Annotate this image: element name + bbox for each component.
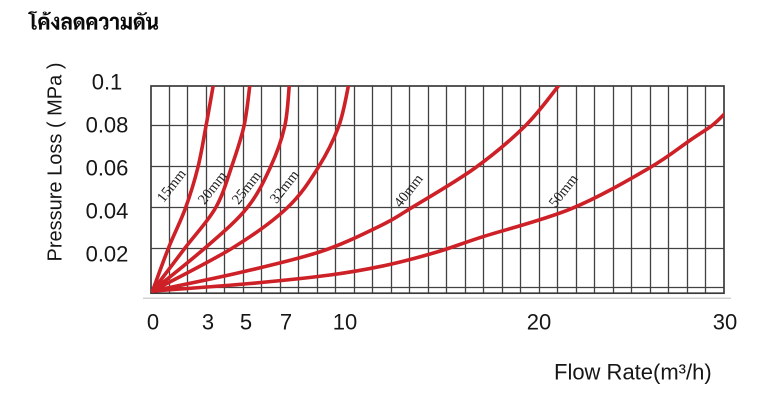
svg-text:7: 7 [280, 310, 292, 335]
svg-text:30: 30 [713, 310, 737, 335]
svg-text:3: 3 [202, 310, 214, 335]
svg-text:0.1: 0.1 [92, 70, 123, 95]
svg-text:0.04: 0.04 [86, 199, 129, 224]
svg-text:10: 10 [333, 310, 357, 335]
svg-text:0.08: 0.08 [86, 113, 129, 138]
svg-text:0.06: 0.06 [86, 156, 129, 181]
svg-text:20: 20 [527, 310, 551, 335]
svg-text:0.02: 0.02 [86, 242, 129, 267]
svg-text:0: 0 [147, 310, 159, 335]
svg-text:Pressure Loss ( MPa ): Pressure Loss ( MPa ) [45, 63, 67, 262]
svg-text:5: 5 [240, 310, 252, 335]
svg-text:Flow Rate(m³/h): Flow Rate(m³/h) [554, 360, 712, 385]
